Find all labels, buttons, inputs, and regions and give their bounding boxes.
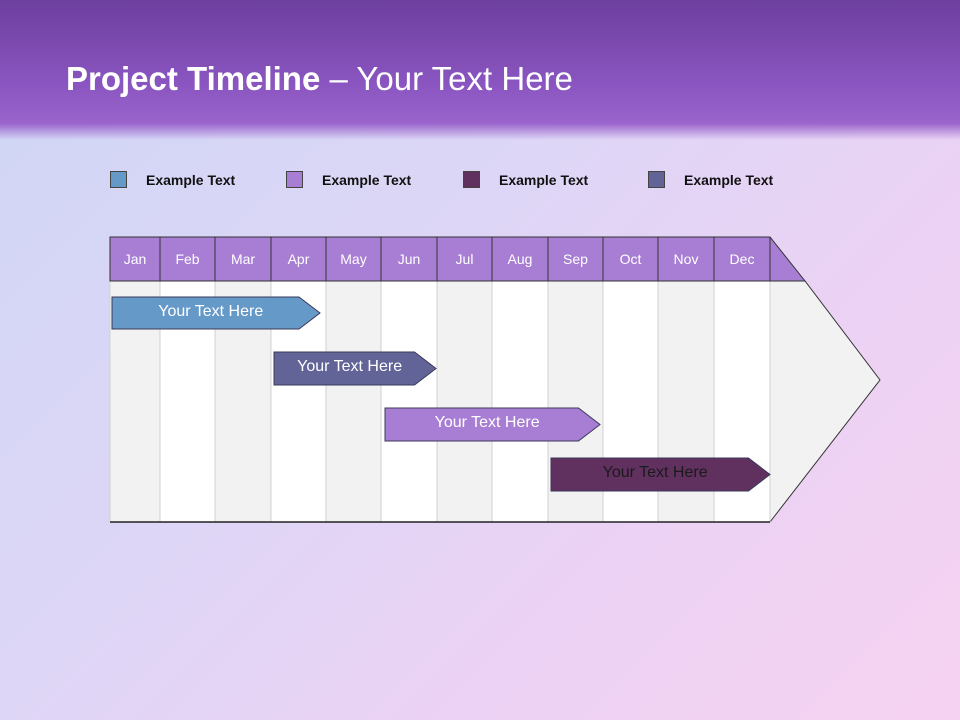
page-title: Project Timeline – Your Text Here <box>66 60 573 97</box>
month-label: Aug <box>507 251 533 267</box>
month-label: Sep <box>563 251 588 267</box>
month-column <box>491 280 549 523</box>
legend-swatch <box>286 171 303 188</box>
month-label: May <box>340 251 367 267</box>
legend-swatch <box>648 171 665 188</box>
legend-item: Example Text <box>463 171 588 188</box>
task-bar-label: Your Text Here <box>158 303 264 320</box>
title-band <box>0 0 960 140</box>
legend-item: Example Text <box>286 171 411 188</box>
task-bar <box>111 296 321 330</box>
legend-swatch <box>110 171 127 188</box>
task-bar <box>384 407 601 442</box>
task-bar <box>273 351 437 386</box>
legend-item: Example Text <box>110 171 235 188</box>
task-bar-label: Your Text Here <box>434 414 540 431</box>
legend-label: Example Text <box>499 171 589 188</box>
month-column <box>325 280 382 523</box>
month-label: Oct <box>619 251 642 267</box>
month-label: Apr <box>287 251 310 267</box>
task-bar-label: Your Text Here <box>602 464 708 481</box>
month-label: Dec <box>729 251 755 267</box>
task-bar <box>550 457 771 492</box>
legend-label: Example Text <box>322 171 412 188</box>
month-label: Mar <box>230 251 256 267</box>
legend-label: Example Text <box>146 171 236 188</box>
month-column <box>436 280 493 523</box>
legend-swatch <box>463 171 480 188</box>
legend-label: Example Text <box>684 171 774 188</box>
month-label: Jul <box>455 251 474 267</box>
month-label: Nov <box>673 251 699 267</box>
month-header-band <box>109 236 807 282</box>
task-bar-label: Your Text Here <box>297 358 403 375</box>
legend-item: Example Text <box>648 171 773 188</box>
month-label: Jun <box>397 251 421 267</box>
month-label: Jan <box>123 251 147 267</box>
month-label: Feb <box>175 251 200 267</box>
month-column <box>380 280 438 523</box>
